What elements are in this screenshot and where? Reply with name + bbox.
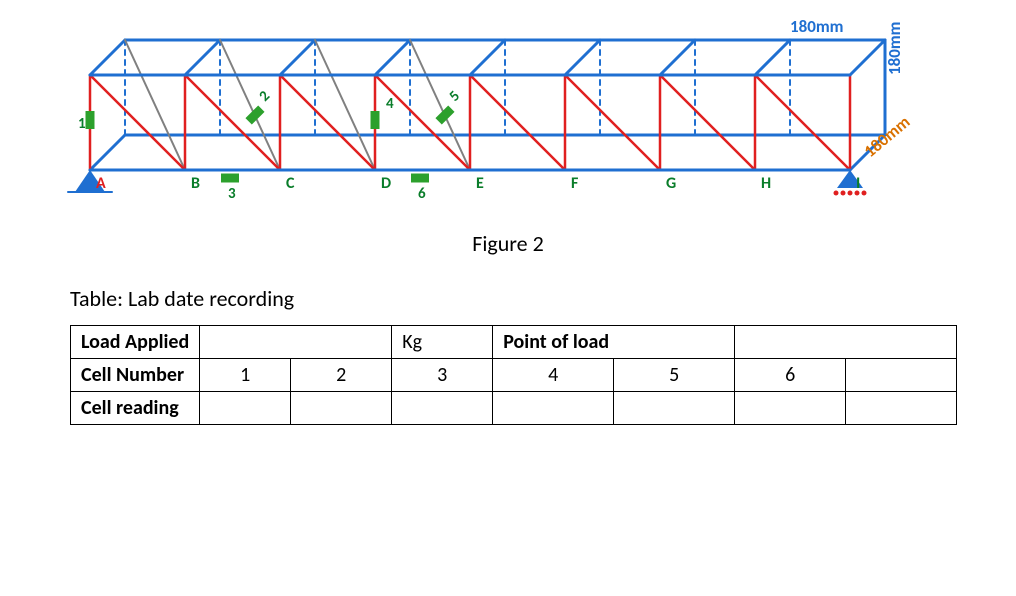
cell <box>846 359 957 392</box>
svg-text:B: B <box>191 174 200 193</box>
svg-text:180mm: 180mm <box>860 111 914 161</box>
svg-text:I: I <box>856 174 860 193</box>
truss-svg: A B C D E F G H I 1 2 3 4 5 6 180mm 180mm 180mm <box>60 20 960 230</box>
svg-text:2: 2 <box>256 87 274 105</box>
cell <box>291 392 392 425</box>
cell: Kg <box>392 326 493 359</box>
cell <box>200 392 291 425</box>
svg-text:G: G <box>666 174 676 193</box>
cell: 5 <box>614 359 735 392</box>
svg-text:6: 6 <box>418 185 426 203</box>
cell <box>200 326 392 359</box>
table-row: Load Applied Kg Point of load <box>71 326 957 359</box>
svg-text:180mm: 180mm <box>884 21 905 75</box>
truss-figure: ABCDEFGHI123456180mm180mm180mm <box>60 20 880 230</box>
cell: 3 <box>392 359 493 392</box>
cell <box>735 392 846 425</box>
svg-text:C: C <box>286 174 295 193</box>
svg-text:F: F <box>571 174 578 193</box>
cell: 6 <box>735 359 846 392</box>
svg-text:180mm: 180mm <box>790 20 844 37</box>
figure-caption: Figure 2 <box>0 230 1016 257</box>
svg-text:A: A <box>96 174 106 193</box>
cell: Load Applied <box>71 326 200 359</box>
cell: 1 <box>200 359 291 392</box>
cell: 4 <box>493 359 614 392</box>
cell: Point of load <box>493 326 735 359</box>
cell: Cell reading <box>71 392 200 425</box>
svg-text:E: E <box>476 174 484 193</box>
cell: 2 <box>291 359 392 392</box>
cell <box>493 392 614 425</box>
svg-text:1: 1 <box>78 115 86 133</box>
svg-text:D: D <box>381 174 391 193</box>
svg-text:5: 5 <box>446 87 464 105</box>
svg-text:H: H <box>761 174 771 193</box>
lab-table: Load Applied Kg Point of load Cell Numbe… <box>70 325 957 425</box>
table-row: Cell Number 1 2 3 4 5 6 <box>71 359 957 392</box>
cell <box>846 392 957 425</box>
cell <box>735 326 957 359</box>
table-row: Cell reading <box>71 392 957 425</box>
cell: Cell Number <box>71 359 200 392</box>
cell <box>392 392 493 425</box>
svg-text:3: 3 <box>228 185 236 203</box>
table-title: Table: Lab date recording <box>70 285 294 312</box>
svg-text:4: 4 <box>386 95 394 113</box>
cell <box>614 392 735 425</box>
